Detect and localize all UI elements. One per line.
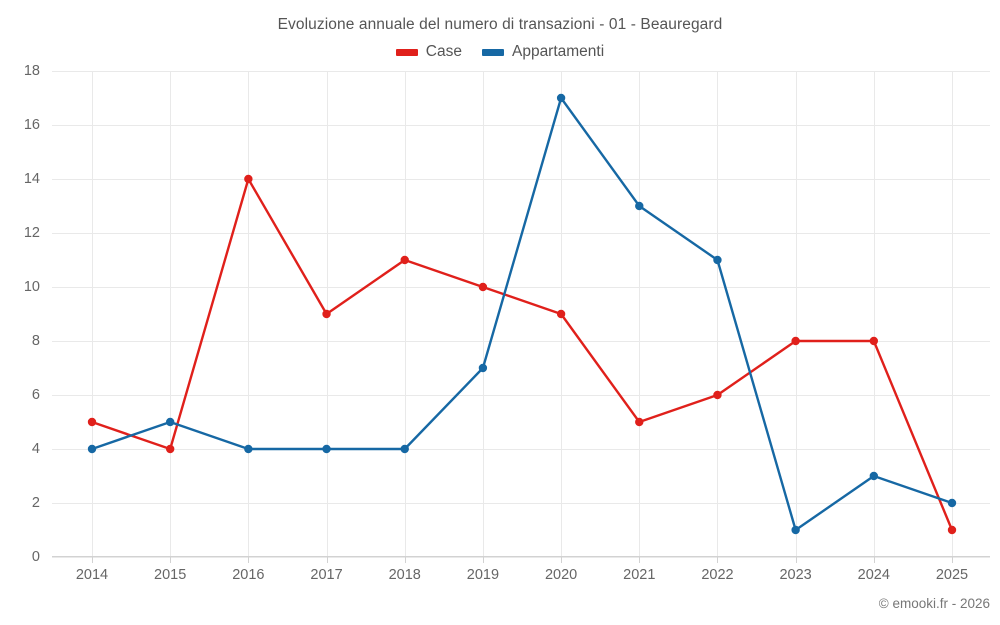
legend-item[interactable]: Appartamenti — [481, 43, 605, 61]
data-point[interactable] — [713, 390, 722, 400]
data-point[interactable] — [244, 174, 253, 184]
chart-title: Evoluzione annuale del numero di transaz… — [277, 16, 723, 33]
grid-line-vertical — [952, 71, 953, 557]
x-axis-tick-mark — [326, 557, 328, 563]
data-point[interactable] — [87, 444, 97, 454]
data-point[interactable] — [947, 498, 957, 508]
legend-label: Appartamenti — [511, 43, 605, 60]
legend-color-swatch — [481, 48, 504, 56]
footer-credit: © emooki.fr - 2026 — [878, 596, 990, 611]
grid-line-horizontal — [52, 287, 990, 288]
x-axis-tick-mark — [717, 557, 719, 563]
x-axis-tick-mark — [482, 557, 484, 563]
x-axis-tick-mark — [404, 557, 406, 563]
x-axis-tick-mark — [795, 557, 797, 563]
x-axis-tick-label: 2021 — [623, 567, 656, 583]
y-axis-tick-label: 2 — [31, 495, 40, 511]
data-point[interactable] — [400, 255, 409, 265]
y-axis-tick-label: 16 — [23, 117, 40, 133]
data-point[interactable] — [635, 201, 644, 211]
y-axis-tick-label: 14 — [23, 171, 40, 187]
x-axis-tick-label: 2025 — [935, 567, 969, 583]
x-axis-tick-label: 2020 — [544, 567, 578, 583]
y-axis-tick-label: 12 — [23, 225, 40, 241]
data-point[interactable] — [635, 417, 644, 427]
grid-line-vertical — [170, 71, 172, 557]
x-axis-tick-label: 2019 — [466, 567, 500, 583]
data-point[interactable] — [947, 525, 957, 535]
x-axis-tick-label: 2022 — [701, 567, 734, 583]
data-point[interactable] — [322, 444, 331, 454]
grid-line-horizontal — [52, 179, 990, 180]
data-point[interactable] — [478, 363, 488, 373]
data-point[interactable] — [165, 444, 175, 454]
grid-line-vertical — [482, 71, 484, 557]
x-axis-tick-label: 2018 — [388, 567, 421, 583]
data-point[interactable] — [400, 444, 409, 454]
grid-line-horizontal — [52, 503, 990, 504]
data-point[interactable] — [713, 255, 722, 265]
x-axis-tick-mark — [561, 557, 563, 563]
data-point[interactable] — [791, 336, 800, 346]
grid-line-vertical — [92, 71, 93, 557]
series-appartamenti — [87, 93, 957, 535]
data-point[interactable] — [322, 309, 331, 319]
legend-item[interactable]: Case — [395, 43, 462, 61]
data-point[interactable] — [869, 471, 879, 481]
x-axis-tick-mark — [92, 557, 93, 563]
legend-label: Case — [425, 43, 462, 60]
chart-legend: Case Appartamenti — [0, 43, 1000, 61]
x-axis-tick-label: 2016 — [232, 567, 265, 583]
grid-line-vertical — [795, 71, 797, 557]
x-axis-line — [52, 556, 990, 557]
grid-line-vertical — [248, 71, 250, 557]
grid-line-horizontal — [52, 449, 990, 450]
data-point[interactable] — [165, 417, 175, 427]
data-point[interactable] — [87, 417, 97, 427]
data-point[interactable] — [791, 525, 800, 535]
x-axis-tick-mark — [170, 557, 172, 563]
data-point[interactable] — [244, 444, 253, 454]
y-axis-tick-label: 18 — [23, 63, 40, 79]
x-axis-tick-label: 2015 — [154, 567, 187, 583]
data-point[interactable] — [478, 282, 488, 292]
x-axis-tick-label: 2017 — [310, 567, 343, 583]
x-axis-tick-label: 2014 — [75, 567, 109, 583]
plot-area — [52, 71, 990, 558]
x-axis-tick-mark — [873, 557, 875, 563]
grid-line-vertical — [639, 71, 641, 557]
x-axis-tick-label: 2024 — [857, 567, 890, 583]
grid-line-vertical — [717, 71, 719, 557]
grid-line-vertical — [873, 71, 875, 557]
grid-line-vertical — [404, 71, 406, 557]
grid-line-horizontal — [52, 395, 990, 396]
y-axis-tick-label: 10 — [23, 279, 40, 295]
legend-color-swatch — [395, 48, 418, 56]
series-line — [90, 177, 954, 532]
x-axis-tick-mark — [639, 557, 641, 563]
grid-line-horizontal — [52, 557, 990, 558]
y-axis-tick-label: 0 — [31, 549, 40, 565]
data-point[interactable] — [556, 93, 566, 103]
series-case — [87, 174, 957, 535]
series-layer — [87, 93, 957, 535]
x-axis-tick-mark — [952, 557, 953, 563]
y-axis-tick-label: 8 — [31, 333, 40, 349]
y-axis-tick-label: 4 — [31, 441, 40, 457]
data-point[interactable] — [869, 336, 879, 346]
grid-line-horizontal — [52, 125, 990, 126]
data-point[interactable] — [556, 309, 566, 319]
x-axis-tick-mark — [248, 557, 250, 563]
x-axis-tick-label: 2023 — [779, 567, 812, 583]
grid-line-horizontal — [52, 341, 990, 342]
grid-line-horizontal — [52, 71, 990, 72]
y-axis-tick-label: 6 — [31, 387, 40, 403]
series-line — [90, 96, 954, 532]
